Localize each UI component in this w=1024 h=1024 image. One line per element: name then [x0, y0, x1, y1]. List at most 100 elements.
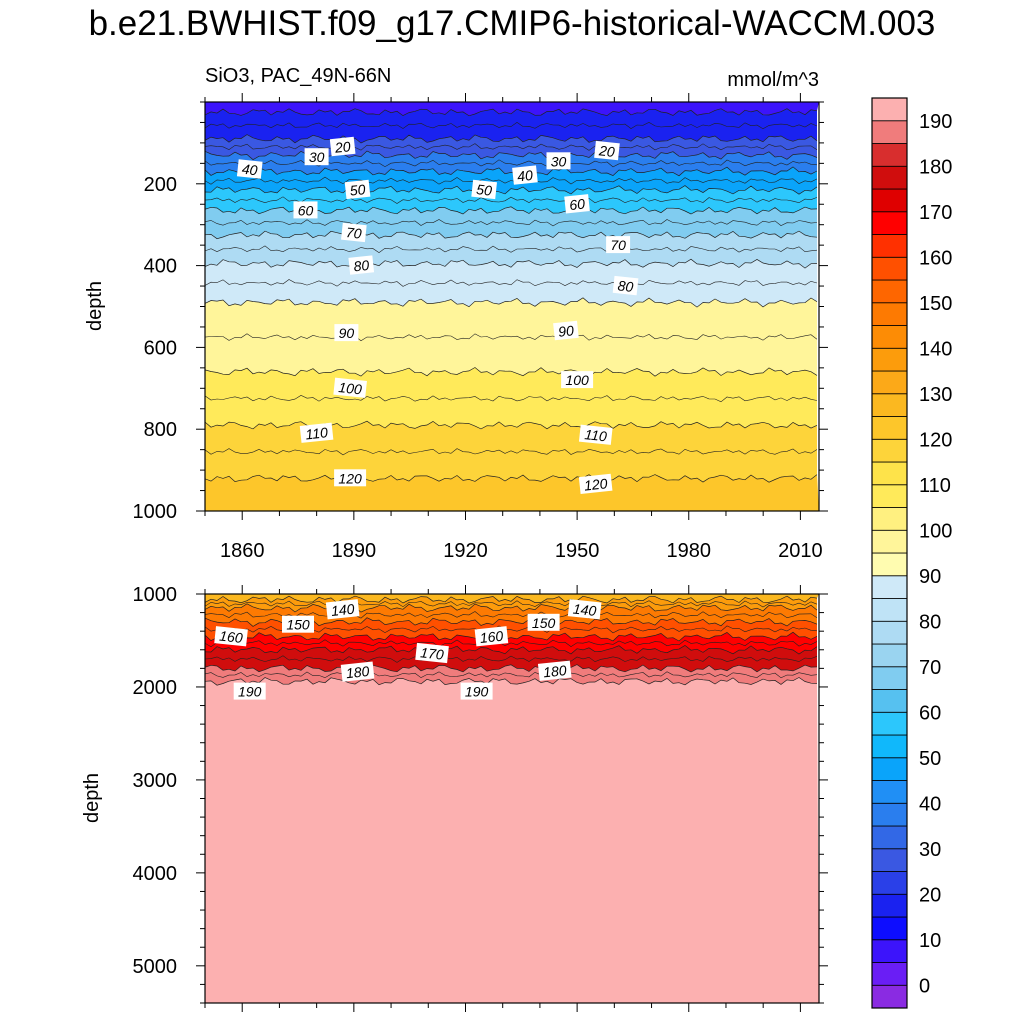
- chart-title: b.e21.BWHIST.f09_g17.CMIP6-historical-WA…: [88, 4, 936, 43]
- colorbar-swatch: [871, 598, 908, 622]
- colorbar-swatch: [871, 188, 908, 213]
- contour-label-box: [233, 682, 266, 700]
- upper-contour-label: 50: [344, 179, 371, 200]
- colorbar-swatch: [871, 120, 908, 144]
- colorbar-swatch: [871, 484, 908, 508]
- contour-label-text: 40: [516, 167, 533, 185]
- colorbar-frame: [871, 97, 908, 1009]
- upper-contour-line: [205, 474, 818, 483]
- upper-contour-label: 40: [236, 159, 263, 179]
- upper-contour-label: 120: [578, 473, 613, 495]
- colorbar-tick-label: 50: [919, 748, 941, 770]
- x-tick-label: 1860: [220, 540, 265, 562]
- colorbar-tick-label: 130: [919, 384, 952, 406]
- contour-label-text: 60: [298, 202, 314, 218]
- upper-contour-line: [205, 297, 818, 308]
- lower-y-tick-label: 2000: [133, 677, 178, 699]
- lower-contour-line: [205, 603, 818, 613]
- colorbar-swatch: [871, 984, 908, 1009]
- x-tick-label: 2010: [778, 540, 823, 562]
- colorbar-tick-label: 80: [919, 611, 941, 633]
- colorbar-swatch: [871, 871, 908, 895]
- contour-label-text: 30: [551, 153, 567, 169]
- contour-label-text: 100: [338, 379, 363, 397]
- contour-label-box: [471, 179, 497, 200]
- x-tick-label: 1890: [332, 540, 377, 562]
- colorbar-swatch: [871, 302, 908, 326]
- colorbar-tick-label: 140: [919, 338, 952, 360]
- colorbar-swatch: [871, 962, 908, 986]
- lower-contour-label: 160: [214, 626, 248, 647]
- upper-contour-line: [205, 395, 818, 403]
- upper-contour-line: [205, 333, 818, 342]
- colorbar-swatch: [871, 279, 908, 304]
- lower-contour-label: 140: [567, 599, 602, 620]
- contour-label-box: [606, 236, 631, 254]
- contour-label-text: 110: [305, 424, 329, 442]
- contour-label-box: [578, 473, 613, 495]
- x-tick-label: 1950: [555, 540, 600, 562]
- x-tick-label: 1980: [667, 540, 712, 562]
- contour-label-text: 160: [219, 628, 244, 646]
- upper-contour-label: 80: [612, 275, 639, 296]
- contour-label-box: [293, 201, 318, 219]
- colorbar-swatch: [871, 757, 908, 781]
- contour-label-text: 120: [338, 470, 362, 486]
- upper-band: [205, 108, 817, 143]
- lower-y-tick-label: 1000: [133, 584, 178, 606]
- colorbar-swatch: [871, 143, 908, 167]
- upper-contour-label: 100: [333, 377, 367, 398]
- upper-contour-line: [205, 448, 818, 456]
- colorbar-swatch: [871, 325, 908, 349]
- lower-contour-label: 150: [282, 615, 314, 633]
- lower-contour-label: 180: [537, 660, 572, 681]
- colorbar-tick-label: 150: [919, 293, 952, 315]
- lower-band: [205, 677, 819, 1003]
- contour-label-box: [341, 222, 367, 243]
- lower-band: [205, 594, 819, 604]
- colorbar-swatch: [871, 165, 908, 190]
- colorbar-tick-label: 190: [919, 111, 952, 133]
- contour-label-box: [333, 377, 367, 398]
- colorbar-swatch: [871, 780, 908, 804]
- contour-label-text: 40: [241, 161, 258, 179]
- lower-contour-line: [205, 631, 818, 642]
- upper-y-tick-label: 400: [144, 256, 177, 278]
- upper-contour-line: [205, 134, 818, 144]
- colorbar-swatch: [871, 416, 908, 440]
- upper-contour-line: [205, 143, 818, 151]
- contour-label-box: [299, 422, 334, 443]
- upper-contour-label: 70: [341, 222, 367, 243]
- contour-label-box: [214, 626, 248, 647]
- upper-contour-line: [205, 230, 818, 240]
- contour-label-text: 50: [349, 181, 366, 199]
- colorbar-swatch: [871, 916, 908, 941]
- contour-label-text: 90: [557, 322, 574, 340]
- colorbar-tick-label: 160: [919, 247, 952, 269]
- upper-contour-label: 90: [334, 324, 359, 342]
- contour-label-text: 150: [286, 617, 310, 633]
- colorbar-swatch: [871, 507, 908, 531]
- contour-label-box: [561, 371, 594, 389]
- upper-contour-line: [205, 196, 818, 204]
- colorbar-swatch: [871, 802, 908, 827]
- colorbar-swatch: [871, 825, 908, 850]
- upper-contour-label: 60: [293, 201, 318, 219]
- upper-contour-line: [205, 185, 818, 195]
- contour-label-text: 160: [479, 628, 504, 646]
- lower-contour-line: [205, 671, 818, 679]
- colorbar-tick-label: 120: [919, 429, 952, 451]
- contour-label-text: 70: [345, 224, 362, 242]
- colorbar-swatch: [871, 643, 908, 668]
- contour-label-text: 80: [353, 257, 370, 275]
- upper-contour-label: 20: [329, 136, 356, 157]
- upper-contour-label: 30: [546, 152, 571, 170]
- contour-label-box: [415, 642, 449, 664]
- contour-label-box: [564, 194, 590, 214]
- contour-label-text: 140: [330, 601, 355, 619]
- colorbar-swatch: [871, 347, 908, 372]
- colorbar-swatch: [871, 370, 908, 395]
- colorbar-tick-label: 100: [919, 520, 952, 542]
- contour-label-text: 170: [420, 644, 445, 662]
